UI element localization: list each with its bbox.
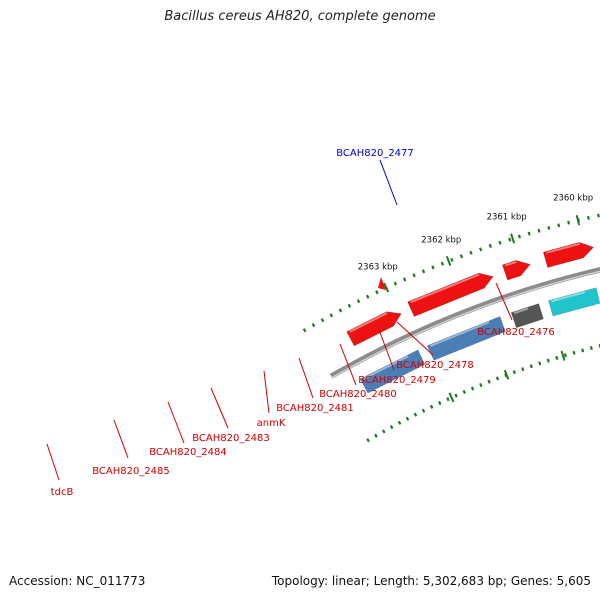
scale-minor-tick bbox=[574, 351, 575, 354]
scale-minor-tick bbox=[558, 224, 559, 227]
scale-minor-tick bbox=[582, 349, 583, 352]
scale-minor-tick bbox=[349, 304, 351, 307]
scale-minor-tick bbox=[432, 266, 433, 269]
genome-summary-text: Topology: linear; Length: 5,302,683 bp; … bbox=[272, 574, 591, 588]
gene-label-leader bbox=[264, 371, 269, 413]
gene-arrow[interactable] bbox=[511, 304, 543, 328]
scale-minor-tick bbox=[461, 255, 462, 258]
scale-minor-tick bbox=[375, 434, 377, 437]
scale-minor-tick bbox=[447, 398, 448, 401]
gene-label[interactable]: anmK bbox=[257, 418, 286, 429]
scale-minor-tick bbox=[313, 324, 315, 327]
scale-minor-tick bbox=[407, 417, 409, 420]
scale-minor-tick bbox=[531, 365, 532, 368]
scale-minor-tick bbox=[490, 244, 491, 247]
scale-minor-tick bbox=[395, 282, 396, 285]
gene-label-leader bbox=[380, 160, 397, 205]
scale-major-tick bbox=[449, 393, 453, 402]
scale-minor-tick bbox=[480, 248, 481, 251]
scale-minor-tick bbox=[455, 394, 456, 397]
scale-label: 2362 kbp bbox=[421, 235, 461, 245]
scale-minor-tick bbox=[565, 354, 566, 357]
scale-label: 2363 kbp bbox=[358, 262, 398, 272]
scale-minor-tick bbox=[340, 309, 342, 312]
gene-label-leader bbox=[168, 402, 184, 443]
scale-minor-tick bbox=[588, 216, 589, 220]
scale-minor-tick bbox=[499, 241, 500, 244]
gene-label[interactable]: BCAH820_2476 bbox=[477, 327, 555, 338]
scale-minor-tick bbox=[358, 300, 360, 303]
scale-major-tick bbox=[447, 256, 451, 265]
scale-minor-tick bbox=[472, 387, 473, 390]
scale-minor-tick bbox=[470, 251, 471, 254]
scale-minor-tick bbox=[376, 291, 378, 294]
scale-major-tick bbox=[577, 215, 579, 225]
gene-label[interactable]: tdcB bbox=[51, 487, 74, 498]
scale-minor-tick bbox=[514, 371, 515, 374]
scale-minor-tick bbox=[598, 214, 599, 217]
scale-minor-tick bbox=[451, 258, 452, 261]
scale-minor-tick bbox=[464, 390, 465, 393]
gene-label[interactable]: BCAH820_2479 bbox=[358, 375, 436, 386]
scale-minor-tick bbox=[522, 368, 523, 371]
scale-minor-tick bbox=[529, 232, 530, 235]
scale-minor-tick bbox=[367, 295, 369, 298]
scale-major-tick bbox=[511, 234, 514, 244]
scale-minor-tick bbox=[415, 413, 417, 416]
scale-major-tick bbox=[562, 351, 565, 361]
gene-label[interactable]: BCAH820_2480 bbox=[319, 389, 397, 400]
gene-label-leader bbox=[47, 444, 59, 480]
scale-minor-tick bbox=[539, 229, 540, 232]
scale-minor-tick bbox=[331, 314, 333, 317]
scale-minor-tick bbox=[509, 238, 510, 241]
scale-minor-tick bbox=[480, 383, 481, 386]
map-title: Bacillus cereus AH820, complete genome bbox=[0, 9, 600, 24]
scale-minor-tick bbox=[423, 270, 424, 273]
scale-minor-tick bbox=[539, 362, 540, 365]
scale-minor-tick bbox=[548, 226, 549, 229]
scale-label: 2360 kbp bbox=[553, 194, 593, 204]
scale-minor-tick bbox=[568, 221, 569, 224]
gene-arrow[interactable] bbox=[502, 260, 530, 280]
scale-minor-tick bbox=[413, 274, 414, 277]
scale-label: 2361 kbp bbox=[487, 212, 527, 222]
gene-label[interactable]: BCAH820_2478 bbox=[396, 360, 474, 371]
scale-minor-tick bbox=[383, 430, 385, 433]
gene-label[interactable]: BCAH820_2481 bbox=[276, 403, 354, 414]
scale-minor-tick bbox=[404, 278, 405, 281]
gene-label[interactable]: BCAH820_2483 bbox=[192, 433, 270, 444]
gene-label[interactable]: BCAH820_2484 bbox=[149, 447, 227, 458]
scale-minor-tick bbox=[399, 421, 401, 424]
gene-arrow[interactable] bbox=[549, 288, 600, 316]
scale-minor-tick bbox=[423, 409, 425, 412]
scale-minor-tick bbox=[439, 401, 441, 404]
gene-label[interactable]: BCAH820_2485 bbox=[92, 466, 170, 477]
scale-minor-tick bbox=[497, 377, 498, 380]
scale-minor-tick bbox=[391, 426, 393, 429]
scale-minor-tick bbox=[442, 262, 443, 265]
gene-label[interactable]: BCAH820_2477 bbox=[336, 148, 414, 159]
scale-minor-tick bbox=[322, 319, 324, 322]
scale-minor-tick bbox=[367, 439, 369, 442]
gene-label-leader bbox=[299, 358, 313, 398]
scale-minor-tick bbox=[431, 405, 433, 408]
scale-minor-tick bbox=[556, 356, 557, 359]
gene-label-leader bbox=[114, 420, 128, 458]
accession-text: Accession: NC_011773 bbox=[9, 574, 145, 588]
gene-label-leader bbox=[211, 388, 228, 428]
scale-minor-tick bbox=[304, 329, 306, 332]
gene-arrow[interactable] bbox=[408, 273, 494, 316]
scale-minor-tick bbox=[548, 359, 549, 362]
scale-minor-tick bbox=[591, 346, 592, 349]
scale-minor-tick bbox=[519, 235, 520, 238]
scale-minor-tick bbox=[489, 380, 490, 383]
